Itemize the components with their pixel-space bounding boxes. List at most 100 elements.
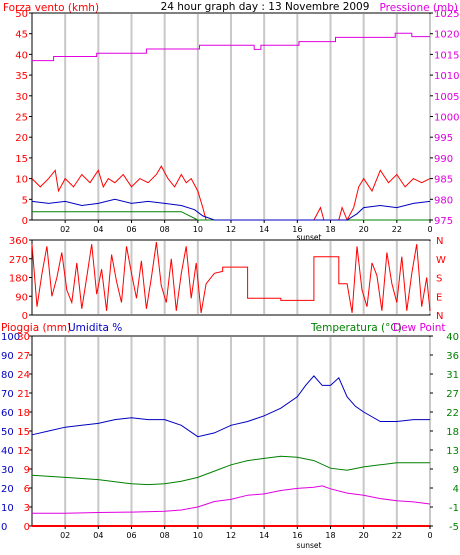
rain-y-tick-label: 9 bbox=[24, 465, 30, 476]
dewpoint-line bbox=[32, 485, 431, 514]
compass-tick-label: S bbox=[436, 274, 442, 285]
humidity-line bbox=[31, 375, 430, 438]
x-tick-label: 02 bbox=[60, 225, 70, 234]
wind-y-tick-label: 40 bbox=[15, 50, 28, 61]
humidity-y-tick-label: 30 bbox=[1, 465, 14, 476]
pressure-line bbox=[32, 32, 430, 62]
rain-y-tick-label: 27 bbox=[17, 351, 30, 362]
temperature-y-tick-label: 18 bbox=[446, 427, 459, 438]
temperature-y-tick-label: 31 bbox=[446, 370, 459, 381]
x-tick-label: 08 bbox=[160, 225, 170, 234]
x-tick-label: 12 bbox=[226, 225, 236, 234]
temperature-y-tick-label: 27 bbox=[446, 389, 459, 400]
pressure-y-tick-label: 985 bbox=[434, 175, 453, 186]
humidity-y-tick-label: 40 bbox=[1, 446, 14, 457]
x-tick-label: 06 bbox=[126, 531, 136, 540]
wind-y-tick-label: 25 bbox=[15, 113, 28, 124]
direction-y-tick-label: 360 bbox=[9, 236, 28, 247]
wind-y-tick-label: 15 bbox=[15, 154, 28, 165]
rain-y-tick-label: 15 bbox=[17, 427, 30, 438]
rain-y-tick-label: 12 bbox=[17, 446, 30, 457]
wind-y-tick-label: 50 bbox=[15, 9, 28, 20]
temperature-y-tick-label: 40 bbox=[446, 332, 459, 343]
x-tick-label: 08 bbox=[160, 531, 170, 540]
pressure-y-tick-label: 1010 bbox=[434, 71, 459, 82]
wind-direction-panel: 0 N 90 E 180 S 270 W 360 N bbox=[9, 236, 446, 322]
x-tick-label: 04 bbox=[93, 531, 103, 540]
humidity-y-tick-label: 70 bbox=[1, 389, 14, 400]
temperature-y-tick-label: 9 bbox=[453, 465, 459, 476]
rain-y-tick-label: 0 bbox=[24, 522, 30, 533]
dewpoint-axis-title: Dew Point bbox=[393, 322, 446, 334]
x-tick-label: 14 bbox=[259, 531, 269, 540]
temperature-y-tick-label: -1 bbox=[449, 503, 459, 514]
direction-panel-series bbox=[31, 242, 431, 313]
pressure-y-tick-label: 980 bbox=[434, 195, 453, 206]
humidity-y-tick-label: 100 bbox=[1, 332, 20, 343]
temperature-y-tick-label: 13 bbox=[446, 446, 459, 457]
x-tick-label: 18 bbox=[325, 225, 335, 234]
compass-tick-label: W bbox=[436, 255, 446, 266]
rain-axis-title: Pioggia (mm) bbox=[1, 322, 71, 334]
temperature-line bbox=[31, 455, 430, 486]
x-tick-label: 12 bbox=[226, 531, 236, 540]
humidity-y-tick-label: 0 bbox=[1, 522, 7, 533]
x-tick-label: 02 bbox=[60, 531, 70, 540]
x-tick-label: 20 bbox=[359, 531, 369, 540]
x-tick-label: 10 bbox=[193, 225, 203, 234]
x-tick-label: 10 bbox=[193, 531, 203, 540]
x-tick-label: 0 bbox=[427, 531, 432, 540]
wind-y-tick-label: 35 bbox=[15, 71, 28, 82]
temperature-axis-title: Temperatura (°C) bbox=[310, 322, 402, 334]
compass-tick-label: N bbox=[436, 236, 443, 247]
wind-panel-grid bbox=[64, 14, 431, 219]
x-tick-label: 0 bbox=[427, 225, 432, 234]
direction-panel-ticks: 0 N 90 E 180 S 270 W 360 N bbox=[9, 236, 446, 322]
x-tick-label: 06 bbox=[126, 225, 136, 234]
direction-panel-grid bbox=[64, 241, 431, 314]
temperature-humidity-panel: Pioggia (mm) Umidita % Temperatura (°C) … bbox=[1, 322, 459, 550]
sunset-label-1: sunset bbox=[297, 233, 322, 242]
humidity-y-tick-label: 20 bbox=[1, 484, 14, 495]
direction-y-tick-label: 180 bbox=[9, 274, 28, 285]
temperature-y-tick-label: 4 bbox=[453, 484, 459, 495]
rain-y-tick-label: 21 bbox=[17, 389, 30, 400]
rain-y-tick-label: 30 bbox=[17, 332, 30, 343]
compass-tick-label: E bbox=[436, 292, 442, 303]
x-tick-label: 04 bbox=[93, 225, 103, 234]
humidity-y-tick-label: 10 bbox=[1, 503, 14, 514]
humidity-y-tick-label: 80 bbox=[1, 370, 14, 381]
compass-tick-label: N bbox=[436, 311, 443, 322]
x-tick-label: 16 bbox=[292, 225, 302, 234]
pressure-y-tick-label: 1000 bbox=[434, 113, 459, 124]
pressure-y-tick-label: 1005 bbox=[434, 92, 459, 103]
pressure-y-tick-label: 1020 bbox=[434, 30, 459, 41]
direction-y-tick-label: 90 bbox=[15, 292, 28, 303]
wind-pressure-panel: 0510152025303540455097598098599099510001… bbox=[3, 1, 459, 242]
humidity-y-tick-label: 60 bbox=[1, 408, 14, 419]
pressure-axis-title: Pressione (mb) bbox=[379, 2, 458, 14]
wind-axis-title: Forza vento (kmh) bbox=[3, 2, 99, 14]
humidity-y-tick-label: 90 bbox=[1, 351, 14, 362]
wind-y-tick-label: 30 bbox=[15, 92, 28, 103]
rain-y-tick-label: 3 bbox=[24, 503, 30, 514]
chart-title: 24 hour graph day : 13 Novembre 2009 bbox=[161, 1, 370, 13]
x-tick-label: 22 bbox=[392, 531, 402, 540]
pressure-y-tick-label: 1025 bbox=[434, 9, 459, 20]
temperature-y-tick-label: -5 bbox=[449, 522, 459, 533]
temperature-y-tick-label: 36 bbox=[446, 351, 459, 362]
wind-direction-line bbox=[31, 242, 431, 313]
rain-y-tick-label: 18 bbox=[17, 408, 30, 419]
wind-y-tick-label: 20 bbox=[15, 133, 28, 144]
x-tick-label: 16 bbox=[292, 531, 302, 540]
pressure-y-tick-label: 1015 bbox=[434, 50, 459, 61]
wind-y-tick-label: 0 bbox=[22, 216, 28, 227]
rain-y-tick-label: 24 bbox=[17, 370, 30, 381]
humidity-axis-title: Umidita % bbox=[68, 322, 122, 334]
wind-y-tick-label: 45 bbox=[15, 30, 28, 41]
x-tick-label: 18 bbox=[325, 531, 335, 540]
direction-y-tick-label: 270 bbox=[9, 255, 28, 266]
pressure-y-tick-label: 990 bbox=[434, 154, 453, 165]
